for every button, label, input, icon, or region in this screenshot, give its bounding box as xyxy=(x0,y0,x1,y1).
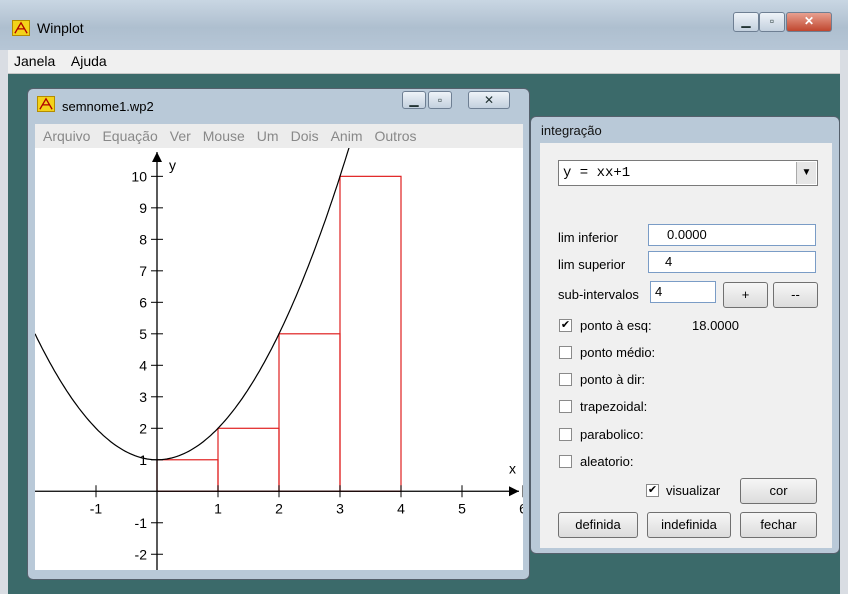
y-tick-label: 8 xyxy=(139,231,147,247)
subintervals-value: 4 xyxy=(655,284,663,299)
menu-arquivo[interactable]: Arquivo xyxy=(43,128,91,144)
x-tick-label: 4 xyxy=(397,500,405,516)
y-tick-label: 6 xyxy=(139,294,147,310)
maximize-icon[interactable]: ▫ xyxy=(759,12,785,32)
y-tick-label: 3 xyxy=(139,389,147,405)
left-point-result: 18.0000 xyxy=(692,318,739,333)
lower-limit-value: 0.0000 xyxy=(667,227,707,242)
upper-limit-input[interactable]: 4 xyxy=(648,251,816,273)
y-tick-label: -2 xyxy=(135,546,148,562)
menu-equacao[interactable]: Equação xyxy=(102,128,158,144)
parabolic-label: parabolico: xyxy=(580,427,644,442)
trapezoidal-checkbox[interactable] xyxy=(559,400,572,413)
parabolic-checkbox[interactable] xyxy=(559,428,572,441)
riemann-rectangle xyxy=(217,427,280,492)
x-tick-label: 5 xyxy=(458,500,466,516)
defined-button[interactable]: definida xyxy=(558,512,638,538)
close-icon[interactable]: ✕ xyxy=(786,12,832,32)
document-title: semnome1.wp2 xyxy=(62,99,154,114)
main-menubar: Janela Ajuda xyxy=(8,50,840,74)
subintervals-label: sub-intervalos xyxy=(558,287,639,302)
x-tick-label: 3 xyxy=(336,500,344,516)
menu-ver[interactable]: Ver xyxy=(169,128,191,144)
doc-maximize-icon[interactable]: ▫ xyxy=(428,91,452,109)
document-menubar: Arquivo Equação Ver Mouse Um Dois Anim Outros xyxy=(35,124,523,148)
x-tick-label: 6 xyxy=(519,500,523,516)
menu-ajuda[interactable]: Ajuda xyxy=(70,53,107,69)
chevron-down-icon[interactable]: ▼ xyxy=(796,162,816,184)
left-point-checkbox[interactable]: ✔ xyxy=(559,319,572,332)
y-tick-label: 1 xyxy=(139,452,147,468)
visualize-checkbox[interactable]: ✔ xyxy=(646,484,659,497)
indefined-button[interactable]: indefinida xyxy=(647,512,731,538)
menu-outros[interactable]: Outros xyxy=(374,128,417,144)
midpoint-label: ponto médio: xyxy=(580,345,656,360)
integration-title: integração xyxy=(541,123,602,138)
upper-limit-label: lim superior xyxy=(558,257,626,272)
riemann-rectangle xyxy=(339,175,402,492)
y-tick-label: -1 xyxy=(135,515,148,531)
minimize-icon[interactable]: ▁ xyxy=(733,12,759,32)
y-tick-label: 5 xyxy=(139,326,147,342)
x-axis-arrow xyxy=(509,486,519,497)
main-window-title: Winplot xyxy=(37,20,84,36)
riemann-rectangle xyxy=(278,333,341,492)
x-tick-label: 1 xyxy=(214,500,222,516)
y-tick-label: 10 xyxy=(131,168,147,184)
left-point-label: ponto à esq: xyxy=(580,318,652,333)
x-tick-label: 2 xyxy=(275,500,283,516)
equation-selected: y = xx+1 xyxy=(563,165,631,181)
y-tick-label: 7 xyxy=(139,263,147,279)
decrease-button[interactable]: -- xyxy=(773,282,818,308)
y-tick-label: 2 xyxy=(139,420,147,436)
doc-minimize-icon[interactable]: ▁ xyxy=(402,91,426,109)
riemann-rectangle xyxy=(156,459,219,492)
random-checkbox[interactable] xyxy=(559,455,572,468)
upper-limit-value: 4 xyxy=(665,254,673,269)
doc-app-icon xyxy=(37,96,55,112)
winplot-app-icon xyxy=(12,20,30,36)
subintervals-input[interactable]: 4 xyxy=(650,281,716,303)
lower-limit-label: lim inferior xyxy=(558,230,618,245)
x-tick-label: -1 xyxy=(90,500,103,516)
y-tick-label: 9 xyxy=(139,200,147,216)
doc-close-icon[interactable]: ✕ xyxy=(468,91,510,109)
plot-area[interactable]: -1 1 2 3 4 5 6 -2 -1 1 2 3 4 5 6 7 8 9 10 x y xyxy=(35,148,523,570)
y-axis-label: y xyxy=(169,157,176,173)
increase-button[interactable]: + xyxy=(723,282,768,308)
main-title-bar[interactable]: Winplot ▁ ▫ ✕ xyxy=(0,0,848,50)
random-label: aleatorio: xyxy=(580,454,634,469)
trapezoidal-label: trapezoidal: xyxy=(580,399,648,414)
menu-um[interactable]: Um xyxy=(256,128,279,144)
menu-dois[interactable]: Dois xyxy=(290,128,319,144)
y-tick-label: 4 xyxy=(139,357,147,373)
lower-limit-input[interactable]: 0.0000 xyxy=(648,224,816,246)
menu-anim[interactable]: Anim xyxy=(330,128,363,144)
visualize-label: visualizar xyxy=(666,483,721,498)
right-point-label: ponto à dir: xyxy=(580,372,646,387)
midpoint-checkbox[interactable] xyxy=(559,346,572,359)
plot-canvas[interactable]: -1 1 2 3 4 5 6 -2 -1 1 2 3 4 5 6 7 8 9 10 x y xyxy=(35,148,523,570)
y-axis-arrow xyxy=(152,152,162,162)
function-curve xyxy=(35,148,350,461)
menu-janela[interactable]: Janela xyxy=(14,53,56,69)
equation-dropdown[interactable]: y = xx+1 ▼ xyxy=(558,160,818,186)
close-button[interactable]: fechar xyxy=(740,512,817,538)
color-button[interactable]: cor xyxy=(740,478,817,504)
menu-mouse[interactable]: Mouse xyxy=(202,128,245,144)
right-point-checkbox[interactable] xyxy=(559,373,572,386)
x-axis-label: x xyxy=(509,460,516,476)
